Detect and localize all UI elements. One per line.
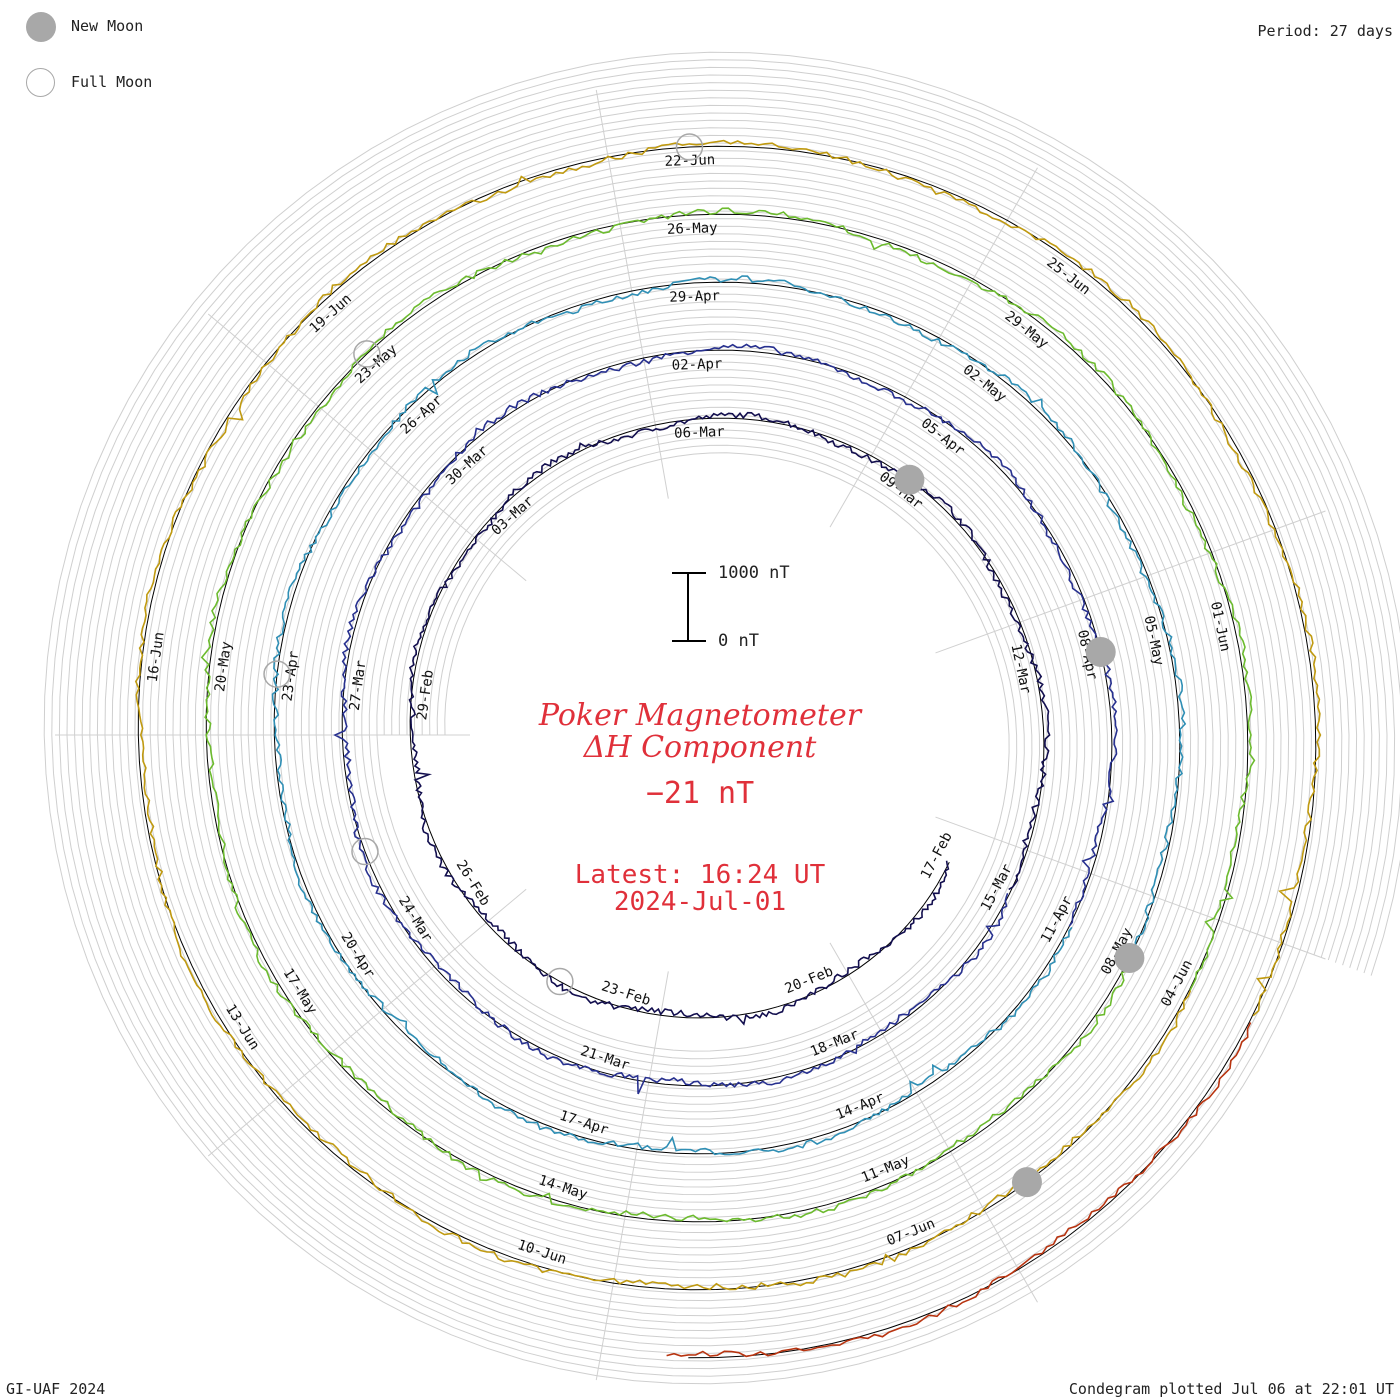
new-moon-marker — [1114, 942, 1145, 973]
trace-rotation-3 — [271, 275, 1187, 1156]
radial-spoke — [595, 971, 669, 1381]
date-label: 16-Jun — [145, 631, 168, 683]
full-moon-marker — [263, 660, 291, 688]
radial-spoke — [935, 816, 1326, 960]
date-label: 25-Jun — [1043, 255, 1093, 299]
trace-rotation-6 — [666, 1022, 1252, 1358]
latest-value: −21 nT — [645, 776, 755, 811]
new-moon-marker — [894, 464, 925, 495]
date-label: 07-Jun — [885, 1216, 938, 1250]
plot-title-line1: Poker Magnetometer — [538, 698, 862, 733]
baseline-spiral — [137, 145, 1317, 1359]
trace-rotation-4 — [200, 207, 1256, 1223]
date-label: 26-May — [667, 220, 718, 238]
radial-spoke — [829, 167, 1038, 528]
moon-markers — [263, 133, 1145, 1198]
scale-bar-bottom-label: 0 nT — [718, 631, 759, 651]
new-moon-marker — [1085, 636, 1116, 667]
full-moon-marker — [546, 967, 574, 996]
date-label: 30-Mar — [443, 443, 491, 489]
radial-spoke — [935, 510, 1326, 654]
date-label: 04-Jun — [1158, 957, 1196, 1009]
date-label: 17-May — [280, 966, 320, 1017]
full-moon-marker — [675, 133, 704, 161]
h-component-traces — [134, 139, 1322, 1358]
date-label: 29-Apr — [669, 288, 720, 306]
full-moon-marker — [353, 340, 381, 368]
date-label: 02-Apr — [672, 356, 723, 374]
date-label: 18-Mar — [808, 1026, 861, 1060]
date-label: 02-May — [960, 362, 1010, 406]
trace-rotation-5 — [134, 139, 1322, 1291]
date-label: 29-Feb — [414, 669, 437, 721]
full-moon-icon — [26, 68, 55, 97]
period-label: Period: 27 days — [1257, 22, 1393, 40]
radial-spoke — [207, 888, 527, 1157]
date-label: 20-May — [212, 640, 235, 692]
date-label: 26-Apr — [398, 392, 446, 438]
scale-bar — [672, 572, 706, 642]
date-label: 21-Mar — [578, 1043, 631, 1074]
date-label: 19-Jun — [307, 291, 355, 337]
date-label: 29-May — [1002, 308, 1052, 352]
date-label: 22-Jun — [664, 152, 715, 170]
date-label: 23-Feb — [599, 978, 652, 1009]
date-label: 06-Mar — [674, 424, 725, 442]
date-label: 14-May — [536, 1172, 589, 1203]
date-label: 27-Mar — [347, 659, 370, 711]
date-label: 17-Apr — [557, 1108, 610, 1139]
date-label: 20-Feb — [783, 963, 836, 997]
new-moon-marker — [1011, 1167, 1042, 1198]
legend-full-moon-label: Full Moon — [71, 73, 153, 91]
credit-label: GI-UAF 2024 — [6, 1380, 106, 1398]
latest-date: 2024-Jul-01 — [613, 887, 787, 917]
legend-new-moon-label: New Moon — [71, 17, 144, 35]
date-label: 20-Apr — [337, 930, 377, 981]
scale-bar-top-label: 1000 nT — [718, 563, 790, 583]
new-moon-icon — [26, 12, 56, 42]
date-label: 11-May — [859, 1153, 912, 1187]
full-moon-marker — [351, 837, 379, 866]
plot-title-line2: ΔH Component — [583, 730, 817, 765]
trace-rotation-2 — [333, 343, 1118, 1095]
date-label: 14-Apr — [834, 1090, 887, 1124]
latest-time: Latest: 16:24 UT — [574, 860, 826, 890]
trace-rotation-1 — [408, 411, 1051, 1026]
radial-spoke — [207, 313, 527, 582]
date-label: 23-Apr — [279, 650, 302, 702]
radial-spoke — [829, 942, 1038, 1303]
plotted-timestamp: Condegram plotted Jul 06 at 22:01 UT — [1068, 1380, 1394, 1398]
